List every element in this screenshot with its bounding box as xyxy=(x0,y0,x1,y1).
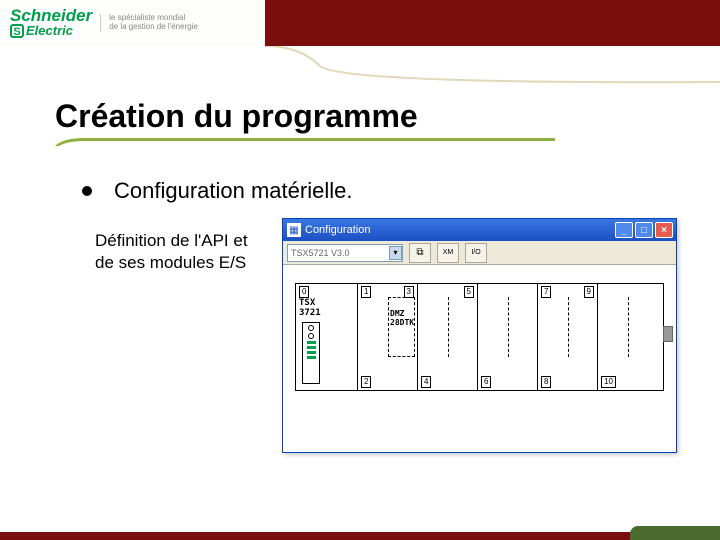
slot-label-l2: 3721 xyxy=(299,309,321,319)
rack-connector-icon xyxy=(663,326,673,342)
slot-9-11[interactable]: 10 xyxy=(598,284,658,390)
brand-tagline: le spécialiste mondial de la gestion de … xyxy=(100,14,198,32)
slot-number: 9 xyxy=(584,286,594,298)
slot-number: 8 xyxy=(541,376,551,388)
slot-split xyxy=(628,297,629,357)
slot-number: 4 xyxy=(421,376,431,388)
slot-label: DMZ 28DTK xyxy=(390,310,414,328)
slot-number: 7 xyxy=(541,286,551,298)
slot-split xyxy=(568,297,569,357)
slot-number: 10 xyxy=(601,376,616,388)
window-icon: ▦ xyxy=(287,223,301,237)
slot-7-9[interactable]: 7 9 8 xyxy=(538,284,598,390)
cpu-dropdown[interactable]: TSX5721 V3.0 ▾ xyxy=(287,244,403,262)
close-button[interactable]: × xyxy=(655,222,673,238)
slot-number: 2 xyxy=(361,376,371,388)
slot-split xyxy=(448,297,449,357)
toolbar: TSX5721 V3.0 ▾ ⧉ XM I/O xyxy=(283,241,676,265)
window-title: Configuration xyxy=(305,224,613,236)
chevron-down-icon: ▾ xyxy=(389,246,402,260)
tagline-l2: de la gestion de l'énergie xyxy=(109,23,198,32)
cpu-module-icon xyxy=(302,322,320,384)
slot-number: 6 xyxy=(481,376,491,388)
brand-name: Schneider xyxy=(10,8,92,23)
bullet-item: Configuration matérielle. xyxy=(82,178,352,204)
tool-xm-button[interactable]: XM xyxy=(437,243,459,263)
window-titlebar[interactable]: ▦ Configuration _ □ × xyxy=(283,219,676,241)
logo-area: Schneider S Electric le spécialiste mond… xyxy=(0,0,265,46)
minimize-button[interactable]: _ xyxy=(615,222,633,238)
slot-number: 5 xyxy=(464,286,474,298)
title-underline xyxy=(55,138,555,146)
slot-split xyxy=(388,297,389,357)
maximize-button[interactable]: □ xyxy=(635,222,653,238)
slot-number: 1 xyxy=(361,286,371,298)
brand-symbol-icon: S xyxy=(10,24,24,38)
tool-io-button[interactable]: I/O xyxy=(465,243,487,263)
footer-bar xyxy=(0,532,720,540)
slot-number: 0 xyxy=(299,286,309,298)
dropdown-value: TSX5721 V3.0 xyxy=(291,248,350,258)
slot-split xyxy=(508,297,509,357)
footer-corner xyxy=(630,526,720,540)
bullet-icon xyxy=(82,186,92,196)
slot-label: TSX 3721 xyxy=(299,299,321,319)
sub-description: Définition de l'API et de ses modules E/… xyxy=(95,230,265,274)
page-title: Création du programme xyxy=(55,98,418,135)
rack[interactable]: 0 TSX 3721 1 3 DMZ 28DTK 2 xyxy=(295,283,664,391)
slot-1-3[interactable]: 1 3 DMZ 28DTK 2 xyxy=(358,284,418,390)
slot-5-7[interactable]: 6 xyxy=(478,284,538,390)
slot-0[interactable]: 0 TSX 3721 xyxy=(296,284,358,390)
configuration-window: ▦ Configuration _ □ × TSX5721 V3.0 ▾ ⧉ X… xyxy=(282,218,677,453)
bullet-text: Configuration matérielle. xyxy=(114,178,352,204)
swoosh-decoration xyxy=(0,46,720,86)
rack-area: 0 TSX 3721 1 3 DMZ 28DTK 2 xyxy=(283,265,676,452)
slot-label-l2: 28DTK xyxy=(390,319,414,328)
slot-3-5[interactable]: 5 4 xyxy=(418,284,478,390)
brand-sub: Electric xyxy=(26,25,73,37)
tool-view-button[interactable]: ⧉ xyxy=(409,243,431,263)
